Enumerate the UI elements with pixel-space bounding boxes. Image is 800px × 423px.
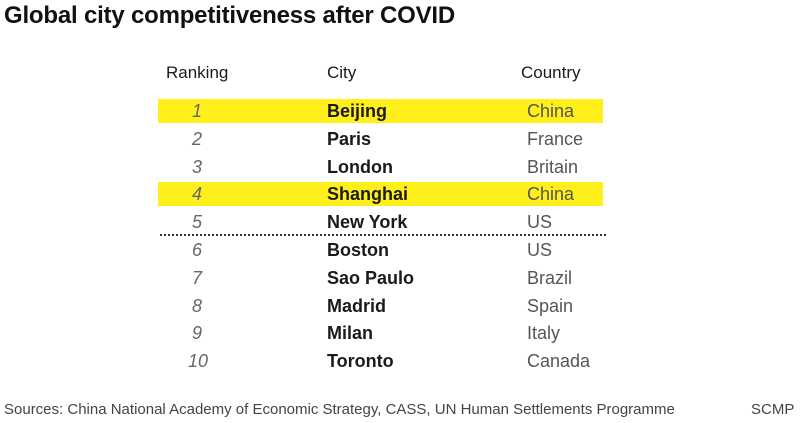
rank-cell: 10 bbox=[188, 351, 209, 372]
country-cell: China bbox=[527, 101, 575, 121]
table-row: 5 New York US bbox=[0, 210, 800, 234]
source-note: Sources: China National Academy of Econo… bbox=[4, 401, 675, 418]
country-cell: Britain bbox=[527, 156, 579, 177]
country-cell: France bbox=[527, 128, 584, 149]
city-cell: Milan bbox=[327, 323, 374, 344]
country-cell: Brazil bbox=[527, 267, 573, 288]
country-cell: Canada bbox=[527, 351, 591, 372]
table-row: 3 London Britain bbox=[0, 155, 800, 179]
city-cell: London bbox=[327, 156, 393, 177]
top5-divider bbox=[160, 234, 606, 236]
country-cell: US bbox=[527, 212, 553, 233]
rank-cell: 7 bbox=[192, 267, 203, 288]
column-header-country: Country bbox=[521, 63, 581, 82]
table-row: 9 Milan Italy bbox=[0, 321, 800, 345]
rank-cell: 6 bbox=[192, 240, 203, 260]
table-row: 8 Madrid Spain bbox=[0, 294, 800, 318]
city-cell: New York bbox=[327, 212, 408, 233]
table-row: 1 Beijing China bbox=[0, 99, 800, 123]
city-cell: Madrid bbox=[327, 295, 387, 316]
country-cell: Italy bbox=[527, 323, 561, 344]
country-cell: Spain bbox=[527, 295, 574, 316]
city-cell: Beijing bbox=[327, 101, 388, 121]
city-cell: Shanghai bbox=[327, 184, 409, 205]
city-cell: Paris bbox=[327, 128, 372, 149]
rank-cell: 4 bbox=[192, 184, 203, 205]
country-cell: US bbox=[527, 240, 553, 260]
table-row: 7 Sao Paulo Brazil bbox=[0, 266, 800, 290]
rank-cell: 1 bbox=[192, 101, 203, 121]
brand-label: SCMP bbox=[751, 401, 795, 418]
row-highlight bbox=[158, 99, 603, 123]
table-row: 4 Shanghai China bbox=[0, 182, 800, 207]
row-highlight bbox=[158, 182, 603, 207]
column-header-ranking: Ranking bbox=[166, 63, 229, 82]
country-cell: China bbox=[527, 184, 575, 205]
table-row: 6 Boston US bbox=[0, 238, 800, 262]
column-header-city: City bbox=[327, 63, 357, 82]
chart-title: Global city competitiveness after COVID bbox=[4, 2, 456, 29]
table-row: 10 Toronto Canada bbox=[0, 349, 800, 373]
rank-cell: 3 bbox=[192, 156, 203, 177]
table-row: 2 Paris France bbox=[0, 127, 800, 151]
rank-cell: 2 bbox=[192, 128, 203, 149]
rank-cell: 9 bbox=[192, 323, 203, 344]
city-cell: Sao Paulo bbox=[327, 267, 415, 288]
rank-cell: 8 bbox=[192, 295, 203, 316]
city-cell: Boston bbox=[327, 240, 389, 260]
rank-cell: 5 bbox=[192, 212, 203, 233]
city-cell: Toronto bbox=[327, 351, 394, 372]
